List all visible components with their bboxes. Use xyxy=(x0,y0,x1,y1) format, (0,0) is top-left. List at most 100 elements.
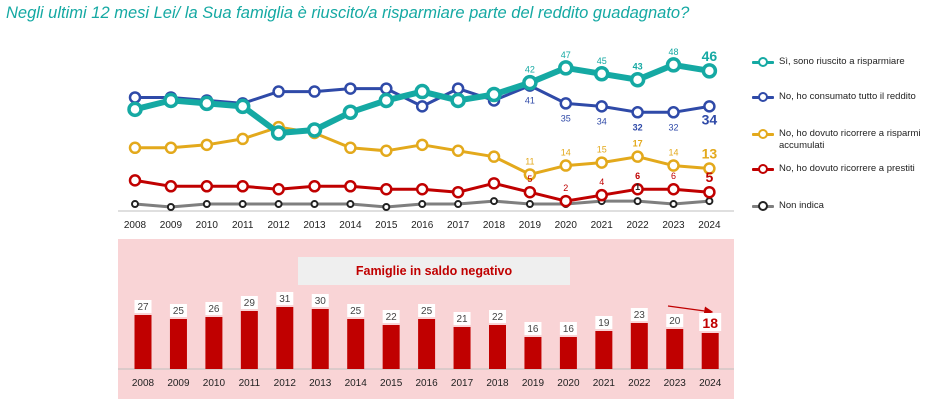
bar-value-label: 21 xyxy=(456,314,468,325)
bar-value-label: 18 xyxy=(702,315,718,331)
legend-swatch xyxy=(752,163,774,175)
bar-value-label: 30 xyxy=(315,296,327,307)
bar xyxy=(418,319,436,369)
bar-x-tick-label: 2014 xyxy=(345,378,368,389)
bar-label-box xyxy=(382,310,400,323)
bar-x-tick-label: 2013 xyxy=(309,378,332,389)
x-tick-label: 2024 xyxy=(698,220,721,231)
legend-label: Sì, sono riuscito a risparmiare xyxy=(779,56,905,67)
data-point xyxy=(380,144,393,158)
data-point xyxy=(344,141,357,155)
data-label: 14 xyxy=(561,148,571,158)
data-label: 46 xyxy=(702,48,718,64)
x-tick-label: 2013 xyxy=(303,220,326,231)
data-point xyxy=(593,66,610,82)
bar-x-tick-label: 2017 xyxy=(451,378,474,389)
data-point xyxy=(346,200,355,209)
bar-x-tick-label: 2009 xyxy=(167,378,190,389)
bar xyxy=(595,331,613,369)
data-point xyxy=(669,200,678,209)
data-point xyxy=(595,188,608,202)
data-point xyxy=(342,104,359,121)
bar-x-tick-label: 2012 xyxy=(274,378,297,389)
bar-value-label: 31 xyxy=(279,294,291,305)
data-point xyxy=(490,197,498,206)
bar-x-tick-label: 2022 xyxy=(628,378,651,389)
data-label: 48 xyxy=(668,47,678,57)
data-point xyxy=(164,141,178,155)
bar-chart-title: Famiglie in saldo negativo xyxy=(298,257,570,285)
data-point xyxy=(667,106,680,119)
x-tick-label: 2016 xyxy=(411,220,434,231)
data-point xyxy=(415,100,429,113)
data-point xyxy=(128,174,142,187)
bar-x-tick-label: 2008 xyxy=(132,378,155,389)
data-point xyxy=(272,182,285,196)
data-point xyxy=(703,162,716,175)
data-point xyxy=(378,92,395,109)
data-point xyxy=(486,86,502,103)
bar-label-box xyxy=(489,310,506,323)
bar xyxy=(205,317,223,369)
data-point xyxy=(234,98,251,115)
data-point xyxy=(128,141,142,155)
data-point xyxy=(415,182,429,196)
bar xyxy=(559,337,577,369)
data-point xyxy=(166,203,175,211)
data-point xyxy=(418,200,427,209)
data-point xyxy=(308,180,321,193)
data-point xyxy=(199,95,215,112)
data-point xyxy=(454,200,463,209)
data-label: 4 xyxy=(599,177,604,187)
data-point xyxy=(559,97,573,110)
legend-label: No, ho dovuto ricorrere a prestiti xyxy=(779,163,915,174)
legend-swatch xyxy=(752,91,774,103)
data-point xyxy=(667,182,680,196)
data-label: 45 xyxy=(597,56,607,66)
data-label: 15 xyxy=(597,145,607,155)
legend-swatch xyxy=(752,128,774,140)
data-point xyxy=(382,203,391,211)
data-point xyxy=(272,85,285,98)
data-point xyxy=(631,182,644,196)
bar-x-tick-label: 2011 xyxy=(239,378,261,389)
data-point xyxy=(559,194,573,208)
data-point xyxy=(200,180,214,193)
data-label: 32 xyxy=(633,122,643,132)
bar-value-label: 25 xyxy=(421,306,433,317)
data-point xyxy=(164,180,178,193)
data-point xyxy=(629,71,646,88)
series-3 xyxy=(128,174,716,208)
data-point xyxy=(415,138,429,152)
bar-label-box xyxy=(630,308,648,321)
data-label: 34 xyxy=(702,111,718,127)
data-point xyxy=(238,200,247,209)
bar-value-label: 22 xyxy=(492,312,504,323)
data-point xyxy=(306,122,323,138)
legend-item: No, ho dovuto ricorrere a risparmi accum… xyxy=(752,128,929,152)
data-point xyxy=(414,83,430,100)
legend-item: Sì, sono riuscito a risparmiare xyxy=(752,56,929,68)
bar xyxy=(382,325,400,369)
bar xyxy=(630,323,648,369)
data-point xyxy=(631,106,644,119)
legend-item: No, ho consumato tutto il reddito xyxy=(752,91,929,103)
bar xyxy=(240,311,258,369)
legend-label: Non indica xyxy=(779,200,824,211)
data-point xyxy=(701,63,718,79)
data-point xyxy=(559,159,573,172)
data-label: 5 xyxy=(706,169,714,185)
data-point xyxy=(163,92,179,109)
x-tick-label: 2011 xyxy=(232,220,254,231)
bar xyxy=(347,319,365,369)
series-0 xyxy=(127,57,718,141)
data-point xyxy=(310,200,319,209)
legend-item: No, ho dovuto ricorrere a prestiti xyxy=(752,163,929,175)
chart-title: Negli ultimi 12 mesi Lei/ la Sua famigli… xyxy=(6,4,690,22)
bar-label-box xyxy=(699,313,722,331)
data-label: 43 xyxy=(633,62,643,72)
data-point xyxy=(380,182,393,196)
data-label: 11 xyxy=(525,156,534,166)
data-label: 2 xyxy=(563,183,568,193)
data-point xyxy=(270,125,287,141)
